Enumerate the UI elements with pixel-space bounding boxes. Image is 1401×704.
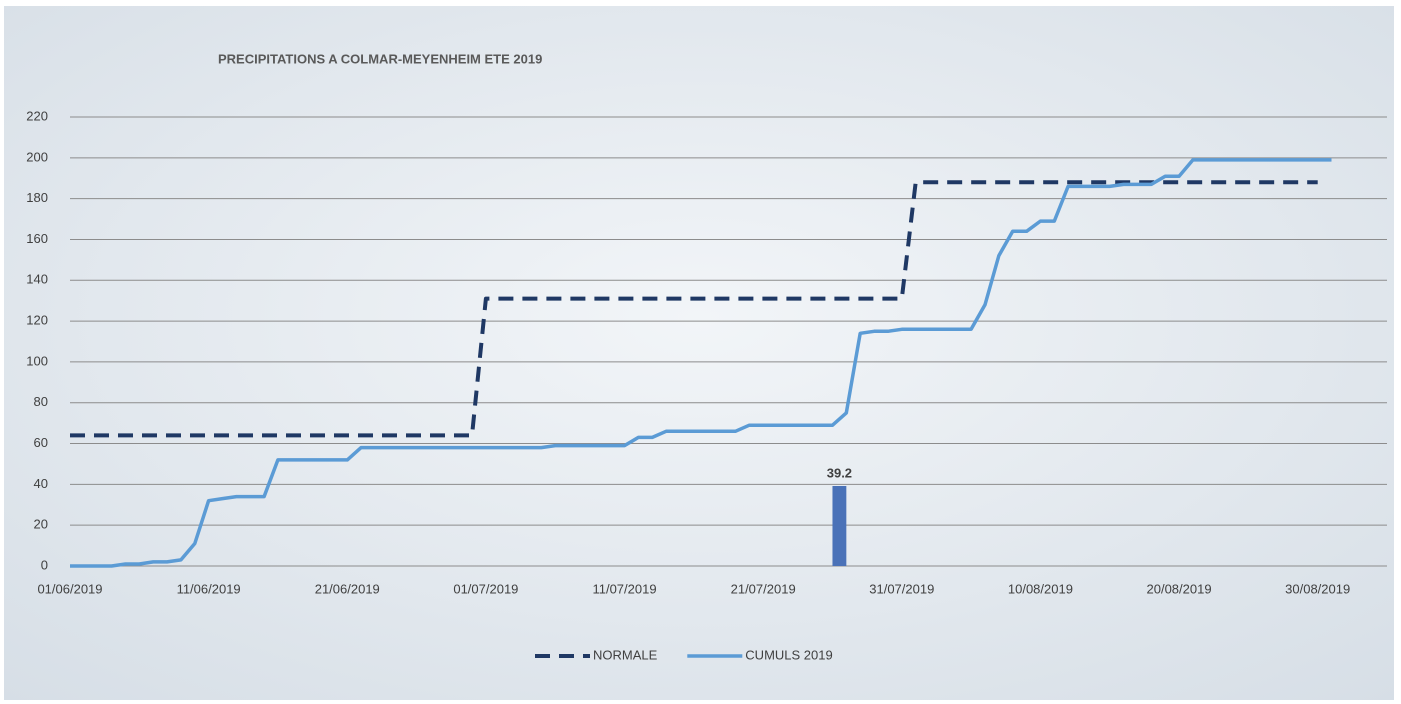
x-tick-label: 31/07/2019 xyxy=(869,581,934,596)
x-tick-label: 30/08/2019 xyxy=(1285,581,1350,596)
page: PRECIPITATIONS A COLMAR-MEYENHEIM ETE 20… xyxy=(0,0,1401,704)
y-tick-label: 200 xyxy=(26,149,48,164)
x-tick-label: 11/06/2019 xyxy=(177,581,241,596)
y-tick-label: 60 xyxy=(34,435,48,450)
legend-label: CUMULS 2019 xyxy=(745,647,832,662)
x-tick-label: 01/06/2019 xyxy=(37,581,102,596)
data-label: 39.2 xyxy=(827,465,852,480)
y-tick-label: 80 xyxy=(34,394,48,409)
x-tick-label: 10/08/2019 xyxy=(1008,581,1073,596)
x-tick-label: 01/07/2019 xyxy=(453,581,518,596)
chart: PRECIPITATIONS A COLMAR-MEYENHEIM ETE 20… xyxy=(0,0,1401,704)
x-tick-label: 11/07/2019 xyxy=(592,581,656,596)
y-tick-label: 100 xyxy=(26,353,48,368)
chart-title: PRECIPITATIONS A COLMAR-MEYENHEIM ETE 20… xyxy=(218,51,542,66)
y-tick-label: 220 xyxy=(26,108,48,123)
y-tick-label: 180 xyxy=(26,190,48,205)
y-tick-label: 20 xyxy=(34,517,48,532)
y-tick-label: 120 xyxy=(26,313,48,328)
x-tick-label: 21/07/2019 xyxy=(731,581,796,596)
y-tick-label: 140 xyxy=(26,272,48,287)
y-tick-label: 40 xyxy=(34,476,48,491)
x-tick-label: 20/08/2019 xyxy=(1147,581,1212,596)
y-tick-label: 0 xyxy=(41,557,48,572)
x-tick-label: 21/06/2019 xyxy=(315,581,380,596)
legend-label: NORMALE xyxy=(593,647,658,662)
bar xyxy=(832,486,846,566)
y-tick-label: 160 xyxy=(26,231,48,246)
